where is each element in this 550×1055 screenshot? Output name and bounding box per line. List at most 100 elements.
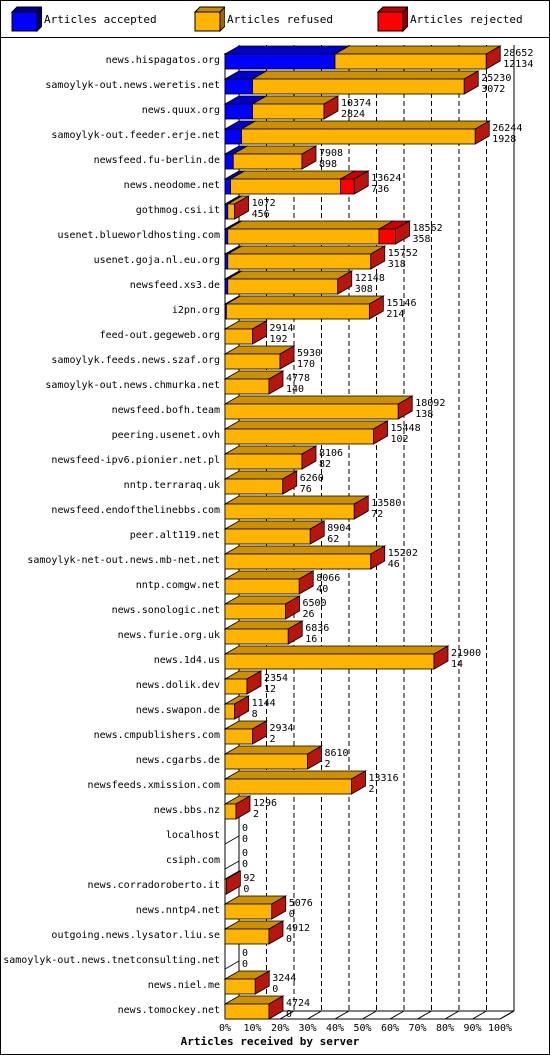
server-label: newsfeed.endofthelinebbs.com [51, 505, 220, 516]
bar-end-face [485, 45, 501, 70]
server-label: gothmog.csi.it [136, 205, 220, 216]
value-label-rejected: 192 [270, 334, 288, 345]
value-label-rejected: 14 [451, 659, 463, 670]
value-label-total: 21900 [451, 648, 481, 659]
server-label: usenet.goja.nl.eu.org [94, 255, 220, 266]
server-label: samoylyk-out.news.weretis.net [45, 80, 220, 91]
bar-refused [224, 978, 256, 995]
value-label-total: 2914 [270, 323, 294, 334]
x-tick-label: 70% [408, 1023, 426, 1034]
bar-refused [252, 103, 325, 120]
legend-swatch-accepted [10, 6, 42, 32]
x-tick-label: 0% [219, 1023, 231, 1034]
floor-tick [389, 1010, 405, 1020]
value-label-total: 18092 [415, 398, 445, 409]
bar-end-face [254, 970, 270, 995]
value-label-rejected: 76 [300, 484, 312, 495]
legend-swatch-refused [193, 6, 225, 32]
value-label-rejected: 308 [355, 284, 373, 295]
bar-refused [224, 803, 237, 820]
value-label-total: 28652 [503, 48, 533, 59]
value-label-total: 13624 [371, 173, 401, 184]
bar-end-face [252, 720, 267, 745]
bar-refused [224, 603, 286, 620]
bar-refused [334, 53, 487, 70]
value-label-rejected: 82 [319, 459, 331, 470]
value-label-rejected: 0 [272, 984, 278, 995]
floor-tick [417, 1010, 432, 1020]
server-label: news.nntp4.net [136, 905, 220, 916]
bar-end-face [353, 170, 369, 195]
bar-refused [224, 503, 355, 520]
server-label: news.furie.org.uk [118, 630, 220, 641]
bar-end-face [474, 120, 490, 145]
bar-refused [252, 78, 465, 95]
legend-label-refused: Articles refused [227, 13, 333, 26]
bar-end-face [285, 595, 300, 620]
value-label-rejected: 736 [371, 184, 389, 195]
value-label-rejected: 0 [286, 1009, 292, 1020]
bar-refused [227, 203, 236, 220]
server-label: newsfeed.fu-berlin.de [94, 155, 220, 166]
value-label-rejected: 102 [391, 434, 409, 445]
value-label-total: 8066 [316, 573, 340, 584]
value-label-rejected: 0 [243, 884, 249, 895]
server-label: news.swapon.de [136, 705, 220, 716]
bar-top-refused [223, 770, 368, 780]
bar-end-face [279, 345, 295, 370]
bar-refused [224, 378, 270, 395]
server-label: news.bbs.nz [154, 805, 220, 816]
server-label: samoylyk-out.feeder.erje.net [51, 130, 220, 141]
value-label-total: 15202 [388, 548, 418, 559]
value-label-rejected: 12 [264, 684, 276, 695]
value-label-rejected: 0 [242, 859, 248, 870]
bar-refused [224, 928, 270, 945]
server-label: news.sonologic.net [112, 605, 220, 616]
value-label-rejected: 40 [316, 584, 328, 595]
bar-end-face [337, 270, 353, 295]
bar-refused [230, 178, 341, 195]
bar-refused [224, 353, 281, 370]
value-label-rejected: 0 [289, 909, 295, 920]
bar-accepted [224, 278, 229, 295]
bar-refused [224, 428, 374, 445]
x-tick-label: 90% [463, 1023, 481, 1034]
value-label-rejected: 0 [242, 834, 248, 845]
value-label-rejected: 0 [286, 934, 292, 945]
bar-refused [224, 753, 308, 770]
bar-top-refused [250, 70, 480, 80]
value-label-rejected: 2 [270, 734, 276, 745]
bar-end-face [252, 320, 267, 345]
value-label-rejected: 2 [369, 784, 375, 795]
bar-accepted [224, 253, 229, 270]
bar-end-face [282, 470, 298, 495]
value-label-rejected: 2824 [341, 109, 365, 120]
bar-top-refused [223, 745, 324, 755]
floor-tick [362, 1010, 377, 1020]
value-label-total: 7908 [319, 148, 343, 159]
bar-top-refused [223, 495, 370, 505]
value-label-total: 4724 [286, 998, 310, 1009]
value-label-rejected: 138 [415, 409, 433, 420]
value-label-total: 4778 [286, 373, 310, 384]
bar-end-face [271, 895, 287, 920]
bar-end-face [323, 95, 339, 120]
value-label-total: 6260 [300, 473, 324, 484]
bar-top-refused [226, 270, 354, 280]
bar-end-face [370, 545, 386, 570]
server-label: peering.usenet.ovh [112, 430, 220, 441]
bar-top-refused [239, 120, 491, 130]
bar-refused [224, 703, 236, 720]
bar-end-face [373, 420, 388, 445]
bar-accepted [224, 203, 229, 220]
value-label-rejected: 318 [388, 259, 406, 270]
value-label-total: 6500 [303, 598, 327, 609]
value-label-total: 12148 [355, 273, 385, 284]
value-label-total: 1072 [252, 198, 276, 209]
server-label: samoylyk-out.news.tnetconsulting.net [3, 955, 220, 966]
value-label-rejected: 2 [253, 809, 259, 820]
legend-swatch-rejected [376, 6, 408, 32]
x-tick-label: 50% [353, 1023, 371, 1034]
floor-tick [472, 1010, 487, 1020]
